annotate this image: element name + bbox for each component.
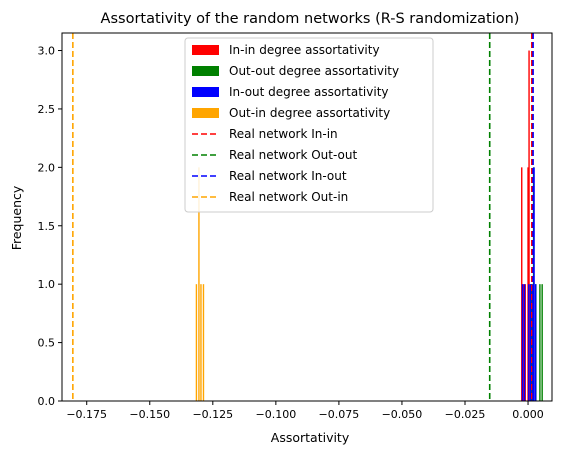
bar-out-out (541, 284, 543, 401)
legend-label: In-out degree assortativity (229, 85, 389, 99)
legend-label: Out-in degree assortativity (229, 106, 390, 120)
bar-in-out (523, 284, 526, 401)
legend-swatch (192, 66, 219, 76)
legend-label: Out-out degree assortativity (229, 64, 399, 78)
bar-in-out (521, 284, 524, 401)
chart-title: Assortativity of the random networks (R-… (101, 11, 520, 27)
legend-label: Real network In-in (229, 127, 338, 141)
bar-in-in (522, 284, 525, 401)
reference-lines-layer (72, 33, 534, 401)
legend-label: Real network Out-in (229, 190, 348, 204)
y-tick-label: 2.0 (38, 161, 56, 174)
bar-in-out (528, 284, 530, 401)
legend-box (184, 37, 434, 213)
plot-frame (61, 32, 553, 402)
bar-out-out (539, 284, 541, 401)
x-axis-ticks: −0.175 −0.150 −0.125 −0.100 −0.075 −0.050 −0.0… (66, 401, 544, 421)
x-axis-label: Assortativity (271, 430, 350, 445)
bar-in-out (534, 284, 537, 401)
x-tick-label: −0.175 (66, 408, 107, 421)
legend-label: Real network Out-out (229, 148, 357, 162)
y-tick-label: 1.0 (38, 278, 56, 291)
legend-swatch (192, 108, 219, 118)
x-tick-label: −0.050 (382, 408, 423, 421)
bar-in-out (529, 284, 532, 401)
y-tick-label: 0.5 (38, 337, 56, 350)
bar-in-in (528, 50, 530, 402)
bar-in-in (524, 284, 526, 401)
x-tick-label: −0.075 (319, 408, 360, 421)
legend-label: In-in degree assortativity (229, 43, 380, 57)
bar-in-out (533, 167, 535, 401)
y-tick-label: 2.5 (38, 103, 56, 116)
y-tick-label: 1.5 (38, 220, 56, 233)
bar-out-in (195, 284, 198, 401)
x-tick-label: 0.000 (512, 408, 544, 421)
bar-in-in (527, 167, 529, 401)
legend-label: Real network In-out (229, 169, 347, 183)
bar-out-in (198, 167, 200, 401)
legend-swatch (192, 87, 219, 97)
x-tick-label: −0.150 (129, 408, 170, 421)
x-tick-label: −0.100 (255, 408, 296, 421)
y-axis-ticks: 0.0 0.5 1.0 1.5 2.0 2.5 3.0 (38, 45, 62, 408)
legend: In-in degree assortativity Out-out degree… (184, 37, 434, 213)
y-tick-label: 0.0 (38, 395, 56, 408)
bar-out-in (200, 284, 202, 401)
y-tick-label: 3.0 (38, 45, 56, 58)
bar-in-in (521, 167, 523, 401)
y-axis-label: Frequency (9, 185, 24, 250)
legend-swatch (192, 45, 219, 55)
x-tick-label: −0.125 (192, 408, 233, 421)
x-tick-label: −0.025 (445, 408, 486, 421)
bar-out-in (202, 284, 205, 401)
